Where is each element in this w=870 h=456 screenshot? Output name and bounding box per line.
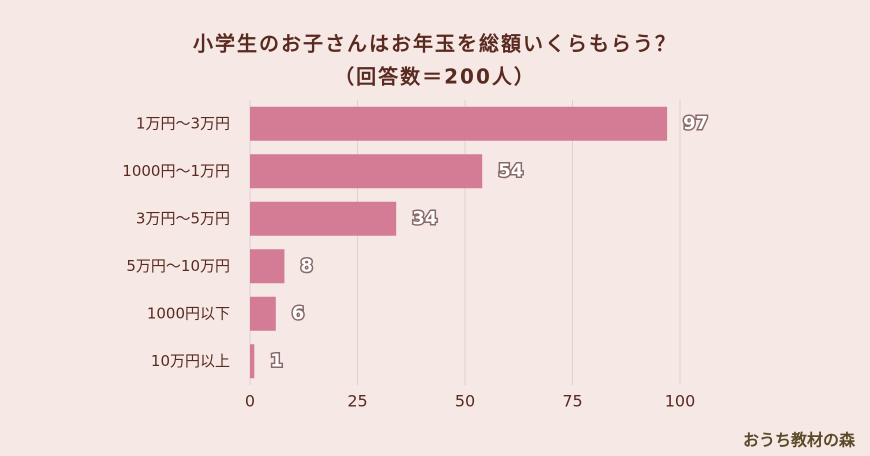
y-tick-label: 1万円～3万円	[136, 114, 230, 132]
bar	[250, 249, 285, 284]
value-label: 8	[300, 255, 313, 276]
value-label: 54	[498, 160, 523, 181]
y-tick-label: 5万円～10万円	[126, 257, 230, 275]
bar	[250, 296, 276, 331]
bar	[250, 154, 483, 189]
chart-title: 小学生のお子さんはお年玉を総額いくらもらう？	[193, 32, 677, 56]
value-label: 6	[292, 303, 305, 324]
bar	[250, 201, 397, 236]
value-label: 97	[683, 113, 708, 134]
chart-subtitle: （回答数＝200人）	[334, 65, 536, 89]
x-tick-label: 50	[455, 392, 475, 411]
value-label: 34	[412, 208, 437, 229]
x-tick-label: 25	[347, 392, 367, 411]
bar	[250, 106, 668, 141]
x-tick-label: 100	[665, 392, 696, 411]
x-tick-label: 0	[245, 392, 255, 411]
y-tick-label: 10万円以上	[151, 352, 230, 370]
x-tick-label: 75	[562, 392, 582, 411]
y-tick-label: 1000円以下	[147, 304, 230, 322]
y-tick-label: 3万円～5万円	[136, 209, 230, 227]
brand-logo: おうち教材の森	[743, 431, 856, 450]
y-tick-label: 1000円～1万円	[122, 162, 230, 180]
value-label: 1	[270, 350, 283, 371]
bar	[250, 344, 255, 379]
